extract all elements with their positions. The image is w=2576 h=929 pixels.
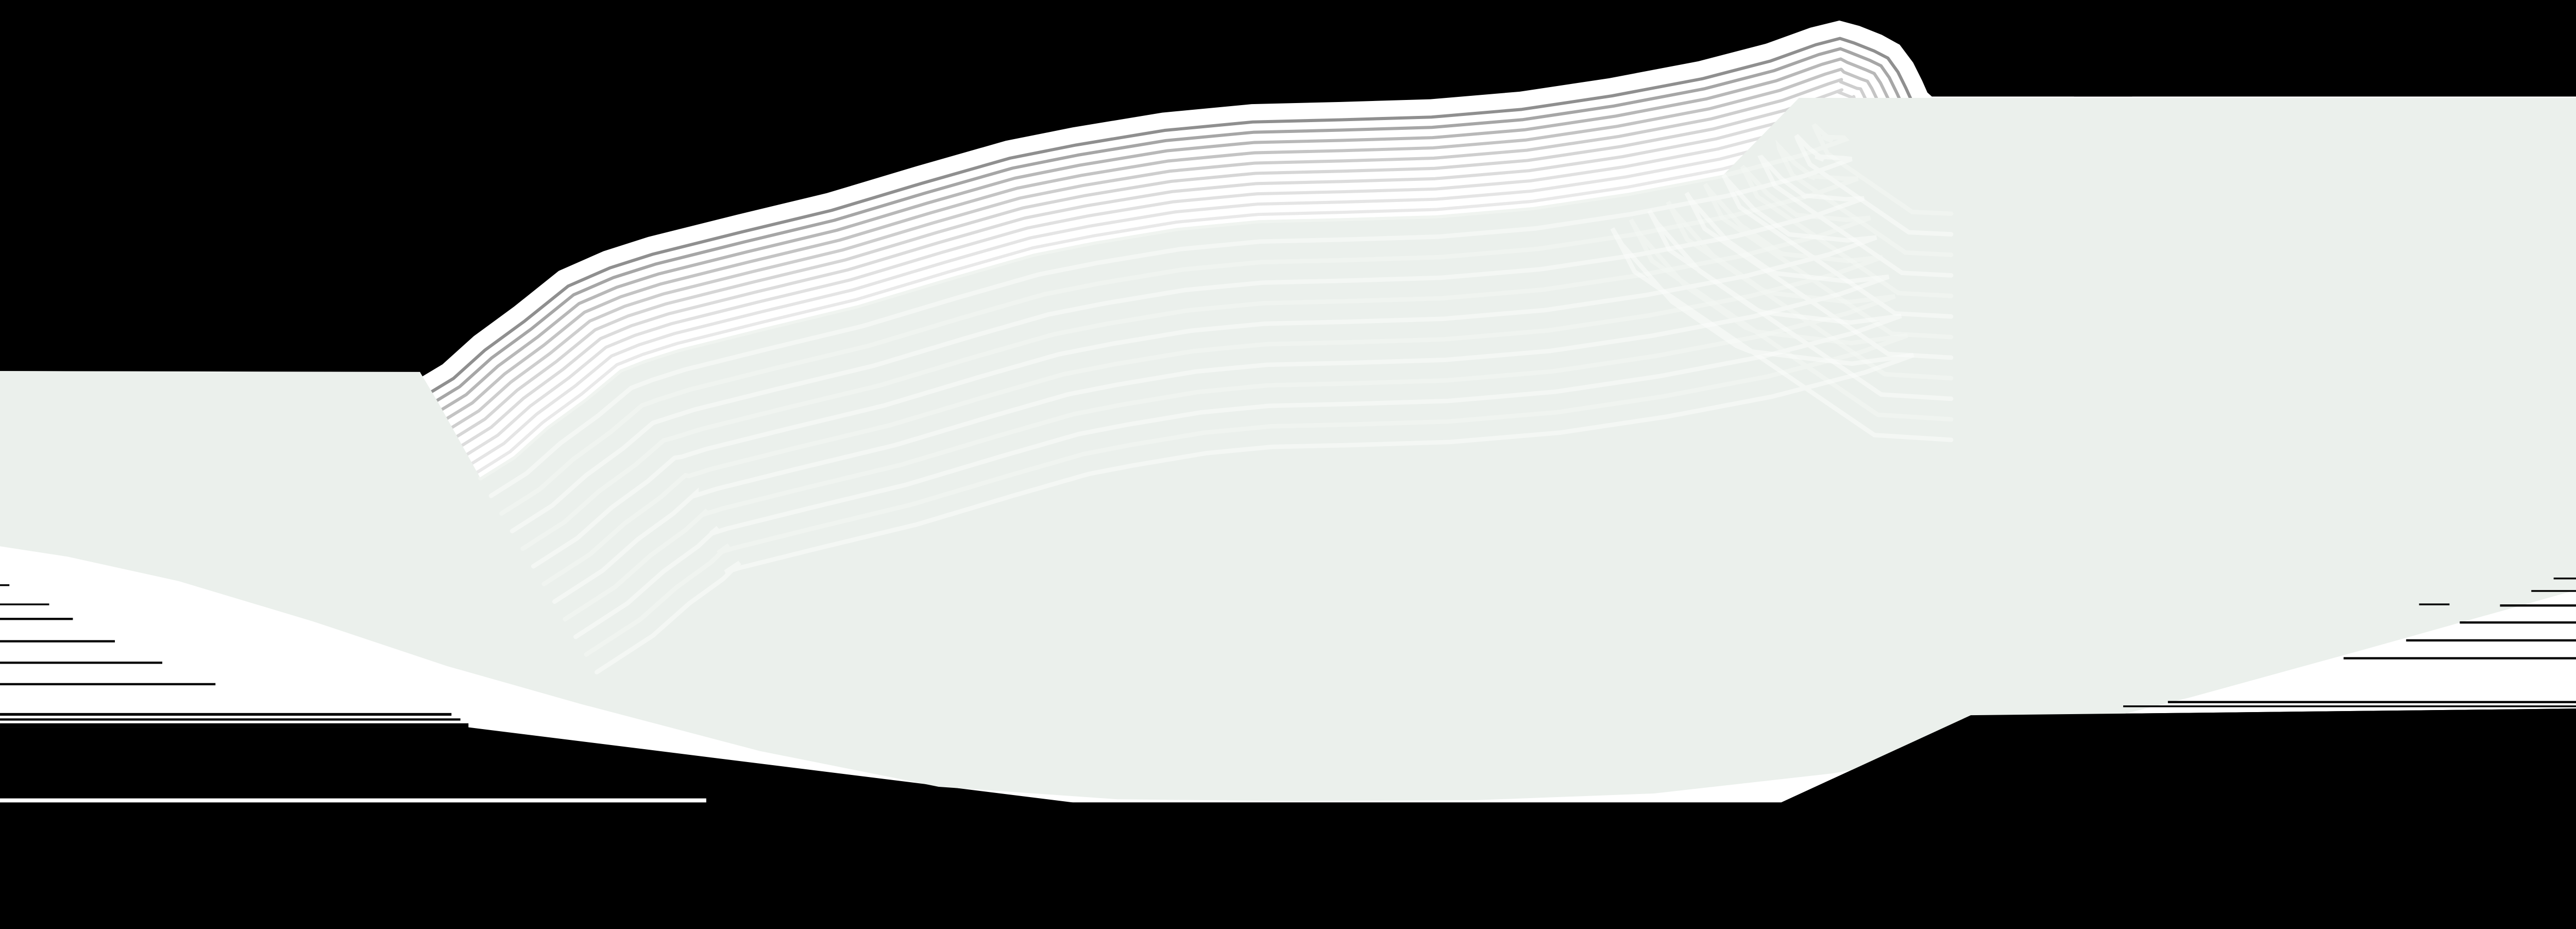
- surface-ripple-arcs: [478, 123, 1954, 674]
- scanline-artifacts: [0, 91, 2576, 806]
- abstract-art-svg: [0, 20, 2576, 806]
- magnified-screenshot-canvas: [0, 20, 2576, 806]
